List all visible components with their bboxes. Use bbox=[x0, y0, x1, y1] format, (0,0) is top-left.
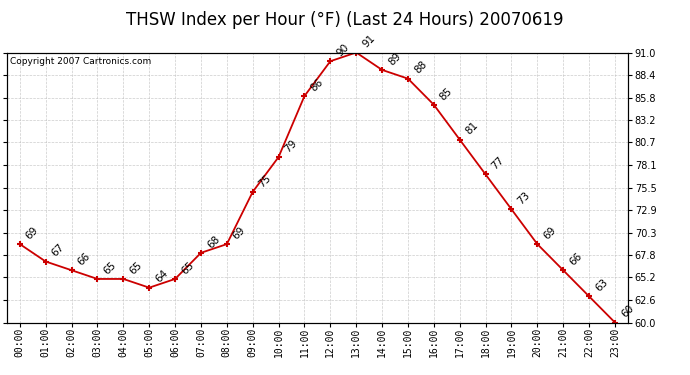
Text: THSW Index per Hour (°F) (Last 24 Hours) 20070619: THSW Index per Hour (°F) (Last 24 Hours)… bbox=[126, 11, 564, 29]
Text: 79: 79 bbox=[283, 138, 299, 154]
Text: 69: 69 bbox=[24, 225, 41, 242]
Text: 69: 69 bbox=[231, 225, 248, 242]
Text: 63: 63 bbox=[593, 277, 610, 294]
Text: 75: 75 bbox=[257, 172, 273, 189]
Text: 77: 77 bbox=[490, 155, 506, 172]
Text: 67: 67 bbox=[50, 242, 66, 259]
Text: 65: 65 bbox=[128, 260, 144, 276]
Text: 65: 65 bbox=[101, 260, 118, 276]
Text: 90: 90 bbox=[335, 42, 351, 58]
Text: 86: 86 bbox=[308, 77, 325, 93]
Text: 91: 91 bbox=[360, 33, 377, 50]
Text: 60: 60 bbox=[619, 303, 635, 320]
Text: 66: 66 bbox=[567, 251, 584, 267]
Text: 73: 73 bbox=[515, 190, 532, 207]
Text: 85: 85 bbox=[438, 86, 455, 102]
Text: 66: 66 bbox=[76, 251, 92, 267]
Text: 65: 65 bbox=[179, 260, 196, 276]
Text: 89: 89 bbox=[386, 51, 403, 67]
Text: 88: 88 bbox=[412, 59, 428, 76]
Text: Copyright 2007 Cartronics.com: Copyright 2007 Cartronics.com bbox=[10, 57, 151, 66]
Text: 69: 69 bbox=[542, 225, 558, 242]
Text: 81: 81 bbox=[464, 120, 480, 137]
Text: 64: 64 bbox=[153, 268, 170, 285]
Text: 68: 68 bbox=[205, 234, 221, 250]
